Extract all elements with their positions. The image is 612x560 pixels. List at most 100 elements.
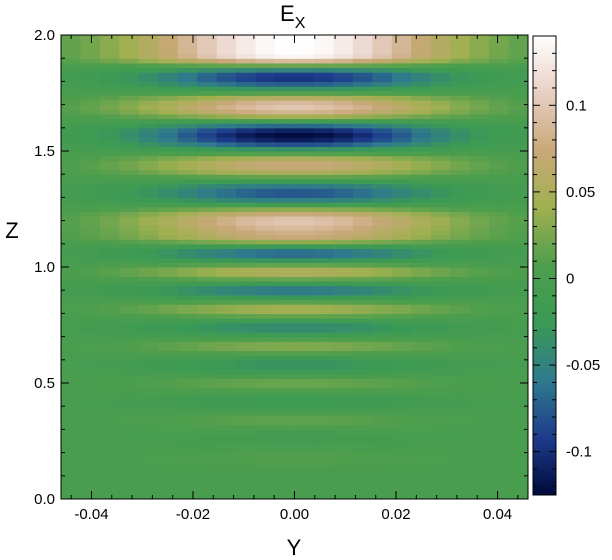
heatmap-cell [216, 262, 237, 268]
heatmap-cell [313, 271, 335, 277]
heatmap-cell [469, 53, 490, 59]
heatmap-cell [391, 345, 412, 352]
heatmap-cell [489, 396, 510, 403]
heatmap-cell [469, 322, 490, 328]
heatmap-cell [352, 192, 373, 198]
heatmap-cell [119, 322, 140, 328]
heatmap-cell [80, 489, 101, 495]
heatmap-cell [158, 285, 179, 291]
heatmap-cell [333, 262, 354, 268]
heatmap-cell [294, 160, 315, 166]
heatmap-cell [391, 429, 412, 435]
heatmap-cell [430, 294, 451, 301]
heatmap-cell [177, 378, 198, 384]
heatmap-cell [216, 461, 237, 468]
heatmap-cell [177, 62, 198, 69]
heatmap-cell [489, 331, 510, 338]
heatmap-cell [313, 192, 335, 198]
heatmap-cell [294, 192, 315, 198]
heatmap-cell [236, 471, 257, 477]
heatmap-cell [508, 104, 528, 110]
heatmap-cell [61, 123, 82, 129]
heatmap-cell [236, 457, 257, 463]
heatmap-cell [80, 220, 101, 226]
heatmap-cell [411, 188, 432, 194]
heatmap-cell [313, 341, 335, 347]
heatmap-cell [352, 225, 373, 231]
heatmap-cell [352, 229, 373, 236]
heatmap-cell [236, 137, 257, 143]
heatmap-cell [177, 253, 198, 259]
heatmap-cell [489, 480, 510, 486]
heatmap-cell [352, 174, 373, 180]
heatmap-cell [216, 466, 237, 472]
heatmap-cell [255, 383, 276, 389]
heatmap-cell [99, 215, 120, 222]
heatmap-cell [99, 234, 120, 240]
heatmap-cell [469, 373, 490, 379]
heatmap-cell [216, 76, 237, 82]
heatmap-cell [469, 253, 490, 259]
heatmap-cell [489, 178, 510, 185]
heatmap-cell [313, 276, 335, 282]
heatmap-cell [61, 48, 82, 55]
heatmap-cell [61, 141, 82, 147]
heatmap-cell [313, 99, 335, 106]
heatmap-cell [469, 420, 490, 426]
heatmap-cell [411, 81, 432, 87]
heatmap-cell [216, 169, 237, 175]
heatmap-cell [372, 243, 393, 250]
heatmap-cell [294, 58, 315, 64]
heatmap-cell [469, 271, 490, 277]
heatmap-cell [372, 364, 393, 370]
heatmap-cell [216, 188, 237, 194]
heatmap-cell [99, 392, 120, 398]
heatmap-cell [138, 475, 159, 482]
heatmap-cell [333, 313, 354, 319]
heatmap-cell [61, 443, 82, 449]
heatmap-cell [372, 48, 393, 55]
heatmap-cell [430, 118, 451, 124]
heatmap-cell [99, 160, 120, 166]
heatmap-cell [80, 461, 101, 468]
heatmap-cell [430, 420, 451, 426]
heatmap-cell [333, 447, 354, 454]
heatmap-cell [391, 406, 412, 412]
heatmap-cell [333, 76, 354, 82]
heatmap-cell [294, 318, 315, 324]
heatmap-cell [489, 225, 510, 231]
heatmap-cell [313, 253, 335, 259]
heatmap-cell [333, 215, 354, 222]
heatmap-cell [411, 331, 432, 338]
heatmap-cell [333, 406, 354, 412]
heatmap-cell [450, 72, 471, 78]
heatmap-cell [197, 257, 218, 263]
heatmap-cell [411, 90, 432, 96]
heatmap-cell [333, 387, 354, 393]
heatmap-cell [255, 387, 276, 393]
heatmap-cell [61, 267, 82, 273]
heatmap-cell [489, 327, 510, 333]
heatmap-cell [177, 262, 198, 268]
heatmap-cell [197, 104, 218, 110]
heatmap-cell [430, 355, 451, 361]
heatmap-cell [489, 383, 510, 389]
heatmap-cell [177, 438, 198, 444]
heatmap-cell [236, 104, 257, 110]
heatmap-cell [236, 146, 257, 152]
heatmap-cell [372, 257, 393, 263]
heatmap-cell [489, 58, 510, 64]
heatmap-cell [469, 183, 490, 189]
heatmap-cell [197, 345, 218, 352]
heatmap-cell [313, 178, 335, 185]
heatmap-cell [411, 494, 432, 499]
heatmap-cell [275, 355, 296, 361]
heatmap-cell [391, 434, 412, 440]
heatmap-cell [411, 151, 432, 157]
heatmap-cell [138, 192, 159, 198]
heatmap-cell [216, 90, 237, 96]
heatmap-cell [450, 202, 471, 208]
heatmap-cell [313, 336, 335, 342]
heatmap-cell [61, 373, 82, 379]
heatmap-cell [216, 434, 237, 440]
